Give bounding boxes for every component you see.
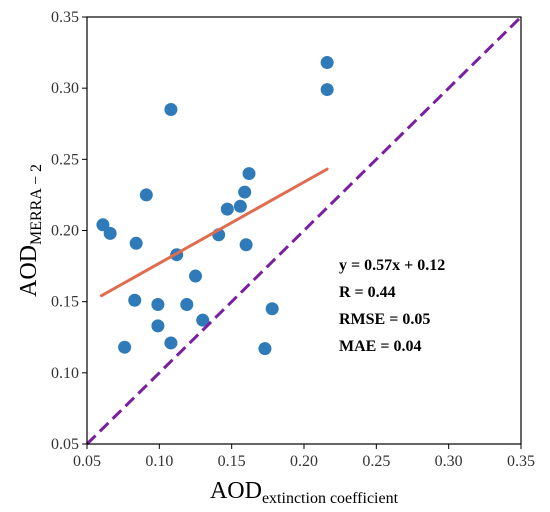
data-point xyxy=(238,185,252,199)
data-point xyxy=(180,298,194,312)
x-tick-label: 0.10 xyxy=(145,453,173,470)
y-axis-label-subscript: MERRA − 2 xyxy=(28,164,45,245)
data-point xyxy=(164,103,178,117)
y-axis-label-base: AOD xyxy=(16,245,42,297)
data-point xyxy=(96,218,110,232)
stats-line: MAE = 0.04 xyxy=(339,338,421,355)
y-axis-ticks: 0.05 0.10 0.15 0.20 0.25 0.30 0.35 xyxy=(51,9,87,453)
data-point xyxy=(239,238,253,252)
data-point xyxy=(320,83,334,97)
data-point xyxy=(220,202,234,216)
data-point xyxy=(196,313,210,327)
x-tick-label: 0.05 xyxy=(73,453,101,470)
data-point xyxy=(164,336,178,350)
data-point xyxy=(129,236,143,250)
data-point xyxy=(151,319,165,333)
x-axis-label: AODextinction coefficient xyxy=(210,478,399,507)
x-tick-label: 0.20 xyxy=(290,453,318,470)
data-point xyxy=(320,56,334,70)
plot-area xyxy=(85,15,523,446)
x-axis-label-subscript: extinction coefficient xyxy=(262,490,399,507)
data-point xyxy=(242,167,256,181)
x-tick-label: 0.25 xyxy=(362,453,390,470)
data-point xyxy=(128,293,142,307)
y-axis-label: AODMERRA − 2 xyxy=(16,164,45,297)
regression-line xyxy=(99,167,329,298)
one-to-one-line xyxy=(85,15,523,446)
y-tick-label: 0.30 xyxy=(51,80,79,97)
data-point xyxy=(189,269,202,283)
data-point xyxy=(265,302,279,316)
stats-line: y = 0.57x + 0.12 xyxy=(339,257,445,274)
stats-line: RMSE = 0.05 xyxy=(339,311,430,328)
data-point xyxy=(139,188,153,202)
x-tick-label: 0.35 xyxy=(507,453,535,470)
stats-line: R = 0.44 xyxy=(339,284,396,301)
data-point xyxy=(151,298,165,312)
y-tick-label: 0.15 xyxy=(51,294,79,311)
y-tick-label: 0.20 xyxy=(51,223,79,240)
data-point xyxy=(103,226,117,240)
data-point xyxy=(233,199,247,213)
y-tick-label: 0.10 xyxy=(51,365,79,382)
x-tick-label: 0.30 xyxy=(435,453,463,470)
x-axis-ticks: 0.05 0.10 0.15 0.20 0.25 0.30 0.35 xyxy=(73,444,535,470)
stats-annotation: y = 0.57x + 0.12 R = 0.44 RMSE = 0.05 MAE =… xyxy=(339,257,445,355)
data-point xyxy=(258,342,272,356)
x-axis-label-base: AOD xyxy=(210,478,262,504)
y-tick-label: 0.25 xyxy=(51,151,79,168)
x-tick-label: 0.15 xyxy=(218,453,246,470)
y-tick-label: 0.35 xyxy=(51,9,79,26)
y-tick-label: 0.05 xyxy=(51,436,79,453)
data-point xyxy=(118,340,132,354)
